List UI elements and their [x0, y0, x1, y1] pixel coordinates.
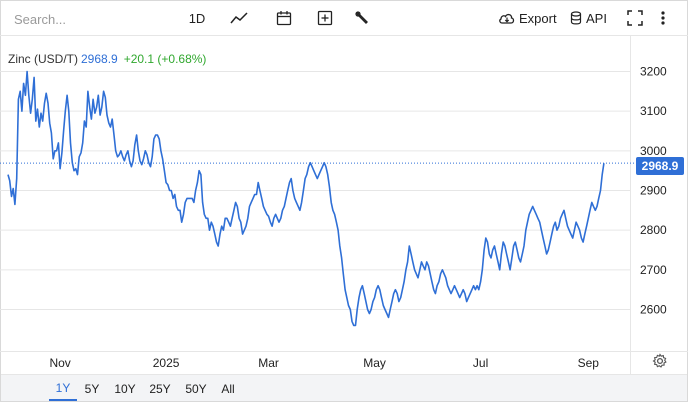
line-chart-icon[interactable]: [228, 7, 250, 29]
more-options-icon[interactable]: [656, 7, 670, 29]
chart-legend: Zinc (USD/T) 2968.9 +20.1 (+0.68%): [8, 52, 206, 66]
y-axis-tick-label: 2900: [640, 184, 667, 198]
range-10y[interactable]: 10Y: [114, 382, 136, 396]
range-50y[interactable]: 50Y: [185, 382, 207, 396]
wrench-icon[interactable]: [352, 7, 372, 29]
settings-gear-icon[interactable]: [652, 353, 668, 369]
toolbar: 1D Export API: [0, 0, 688, 36]
range-selector: 1Y 5Y 10Y 25Y 50Y All: [1, 374, 687, 401]
price-chart[interactable]: 2600 2700 2800 2900 3000 3100 3200 Nov 2025 Mar M…: [0, 36, 688, 374]
api-label: API: [586, 10, 607, 26]
api-button[interactable]: API: [570, 7, 610, 29]
interval-button[interactable]: 1D: [188, 10, 206, 26]
y-axis-tick-label: 3000: [640, 144, 667, 158]
instrument-name: Zinc (USD/T): [8, 52, 78, 66]
database-icon: [570, 11, 582, 25]
x-axis-tick-label: May: [363, 356, 386, 370]
range-5y[interactable]: 5Y: [84, 382, 100, 396]
range-1y[interactable]: 1Y: [49, 377, 77, 401]
x-axis-tick-label: Mar: [258, 356, 279, 370]
y-axis-tick-label: 3100: [640, 104, 667, 118]
search-input[interactable]: [6, 6, 166, 32]
x-axis-tick-label: Sep: [578, 356, 600, 370]
price-change: +20.1 (+0.68%): [123, 52, 207, 66]
export-label: Export: [519, 10, 557, 26]
x-axis-tick-label: Nov: [49, 356, 70, 370]
calendar-icon[interactable]: [274, 7, 294, 29]
export-button[interactable]: Export: [498, 7, 558, 29]
x-axis-tick-label: 2025: [153, 356, 180, 370]
y-axis-tick-label: 2700: [640, 263, 667, 277]
fullscreen-icon[interactable]: [625, 7, 645, 29]
y-axis-tick-label: 3200: [640, 65, 667, 79]
price-series-line: [7, 70, 605, 327]
cloud-download-icon: [499, 13, 515, 24]
y-axis-tick-label: 2800: [640, 223, 667, 237]
add-indicator-icon[interactable]: [315, 7, 335, 29]
current-price-tag: 2968.9: [636, 157, 684, 175]
y-axis-tick-label: 2600: [640, 303, 667, 317]
range-25y[interactable]: 25Y: [149, 382, 171, 396]
last-price: 2968.9: [81, 52, 118, 66]
x-axis-tick-label: Jul: [473, 356, 488, 370]
range-all[interactable]: All: [221, 382, 235, 396]
